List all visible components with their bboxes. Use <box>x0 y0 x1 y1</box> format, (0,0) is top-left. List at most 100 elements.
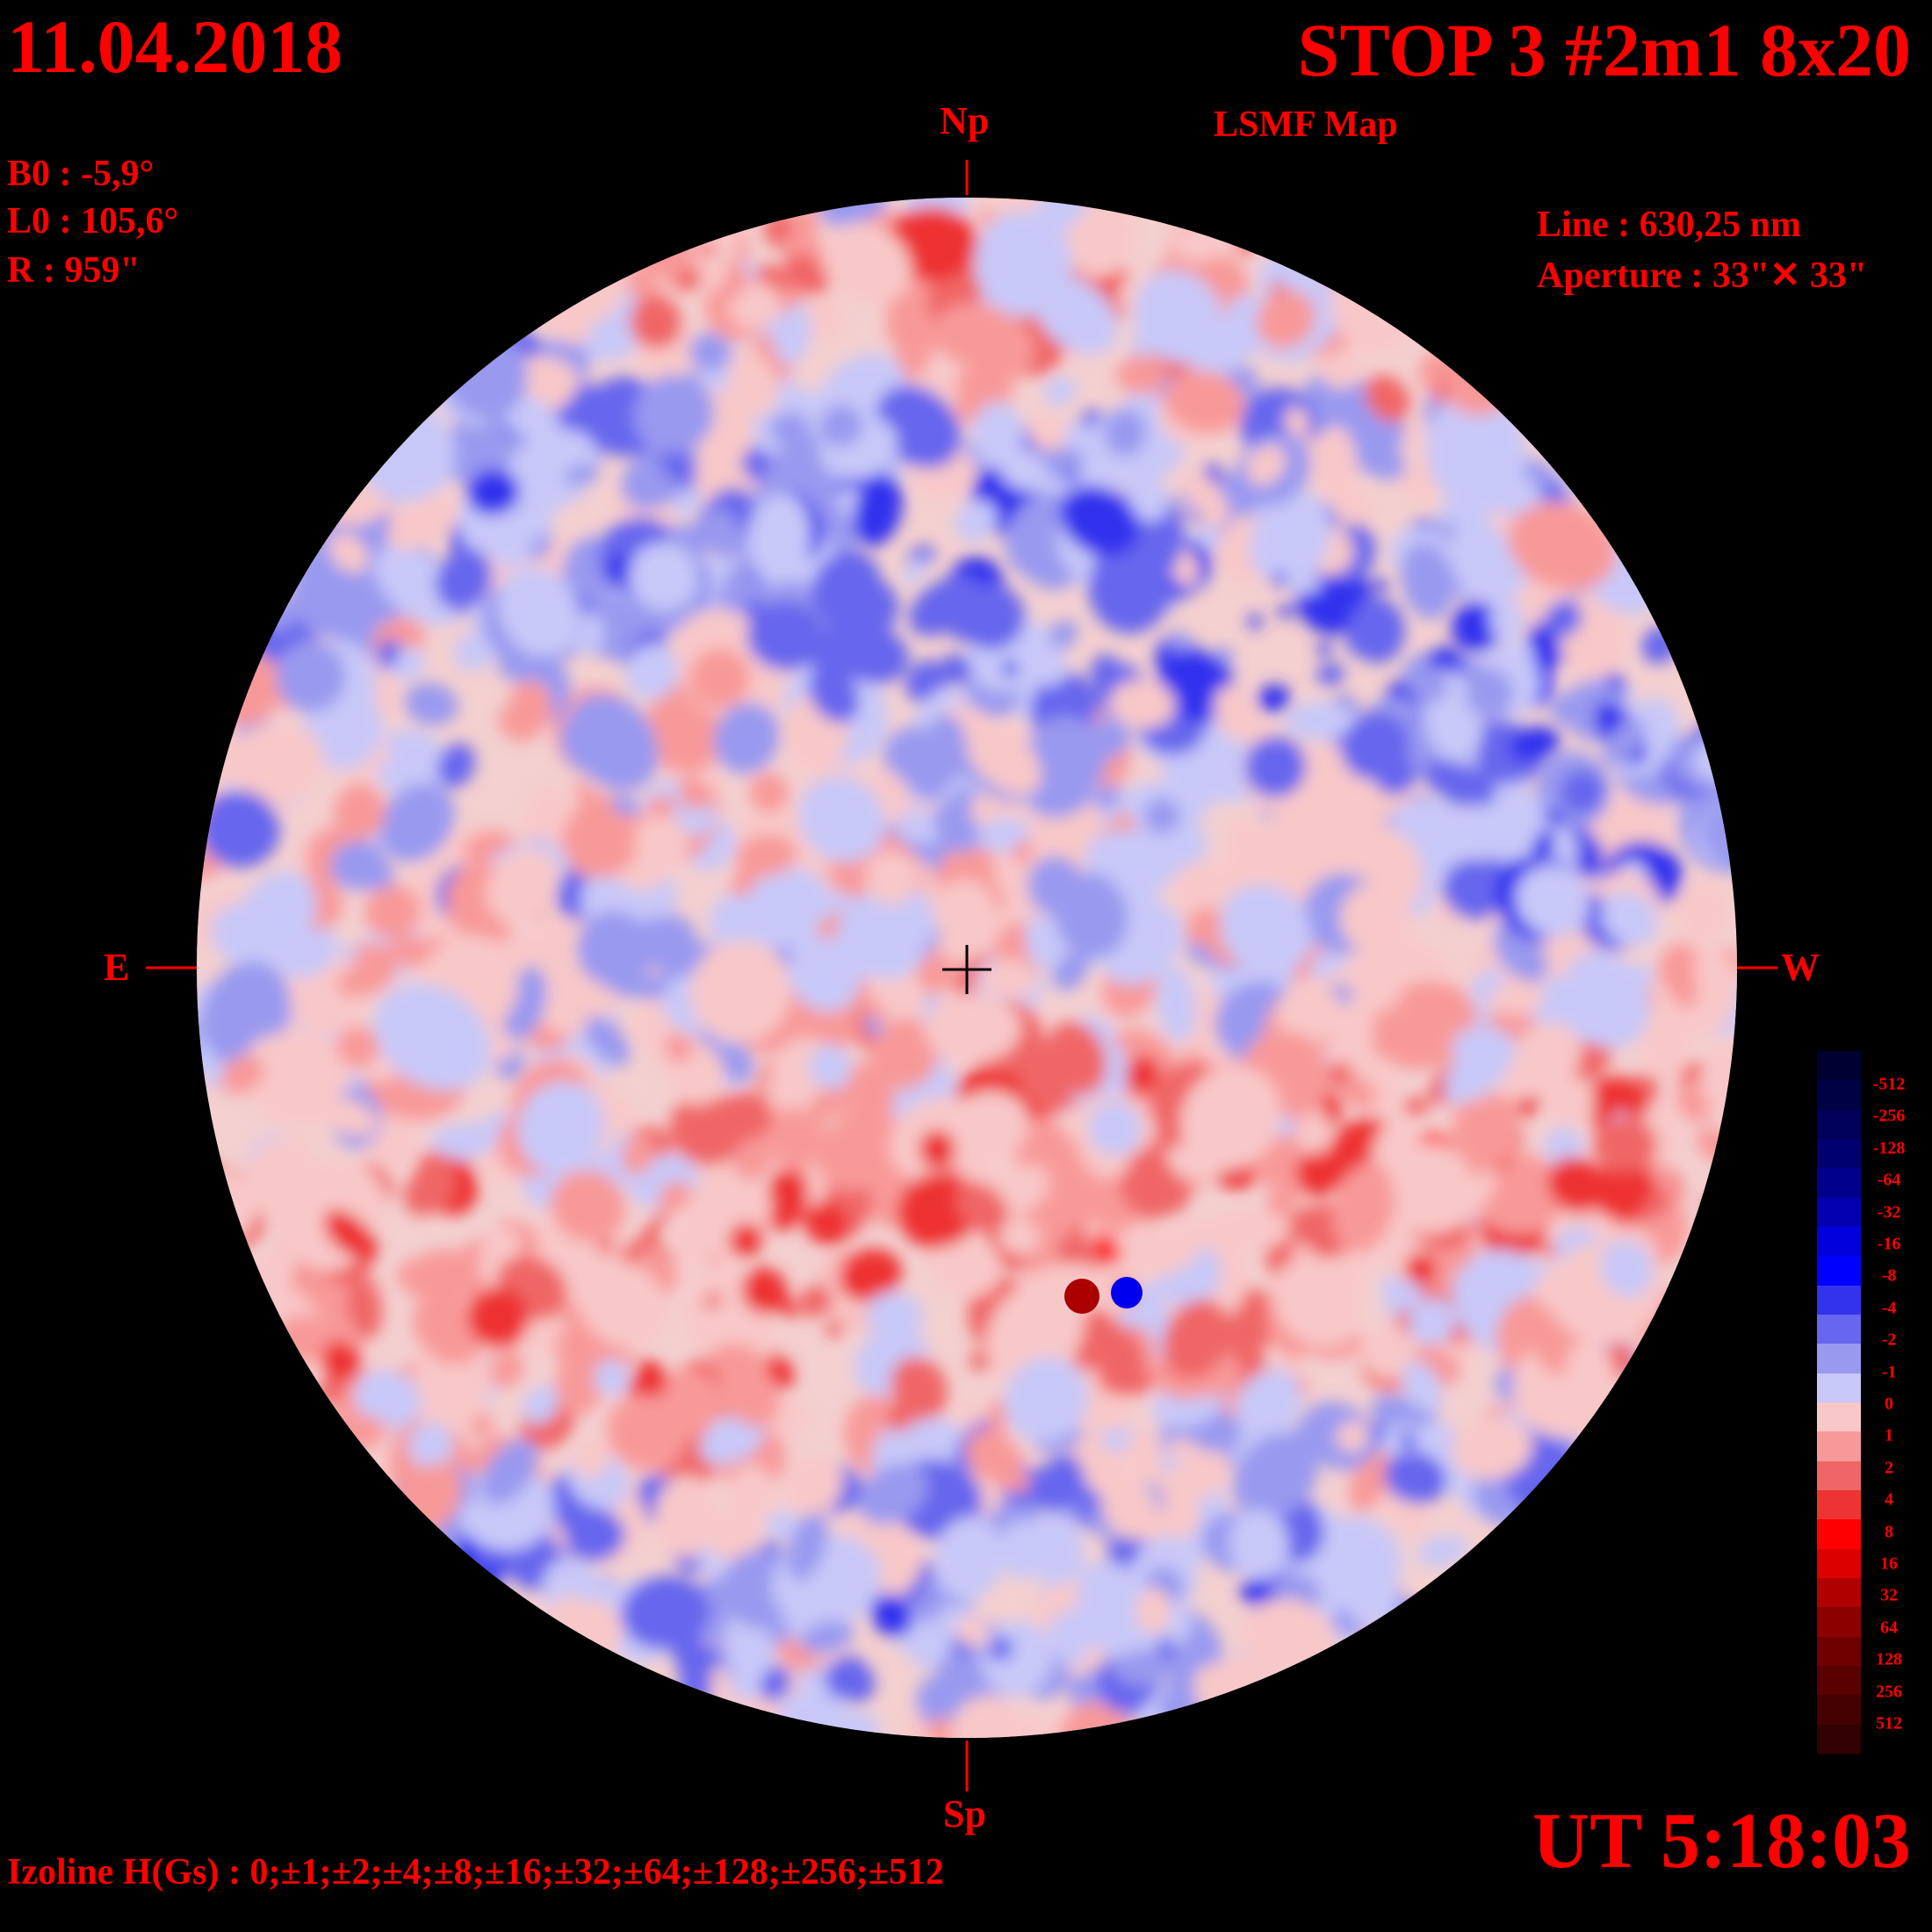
color-scale-label: 8 <box>1885 1522 1893 1542</box>
field-blob <box>1402 1096 1430 1116</box>
field-blob <box>710 1092 774 1142</box>
field-blob <box>924 994 1021 1063</box>
field-blob <box>1246 443 1287 486</box>
field-blob <box>654 1475 717 1558</box>
field-blob <box>1172 777 1218 820</box>
color-scale-swatch <box>1817 1519 1861 1549</box>
field-blob <box>377 638 400 670</box>
field-blob <box>1059 1701 1136 1738</box>
field-blob <box>696 433 741 502</box>
magnetic-field-pattern <box>197 198 1737 1738</box>
field-blob <box>554 1362 602 1415</box>
field-blob <box>523 1386 559 1424</box>
field-blob <box>1451 1417 1533 1480</box>
color-scale-label: 64 <box>1880 1618 1898 1638</box>
color-scale-swatch <box>1817 1460 1861 1490</box>
field-blob <box>558 1182 604 1233</box>
field-blob <box>1186 907 1227 947</box>
b0-value: B0 : -5,9° <box>7 154 155 194</box>
field-blob <box>913 742 959 801</box>
field-blob <box>1321 350 1362 390</box>
field-blob <box>699 1413 766 1465</box>
field-blob <box>1013 1720 1059 1738</box>
field-blob <box>1043 377 1077 406</box>
field-blob <box>766 1352 794 1390</box>
field-blob <box>371 729 451 799</box>
field-blob <box>1489 600 1524 642</box>
field-blob <box>1345 629 1375 657</box>
field-blob <box>1366 977 1400 1010</box>
field-blob <box>606 972 648 998</box>
field-blob <box>909 1631 947 1669</box>
field-blob <box>1256 290 1316 349</box>
field-blob <box>969 1350 992 1372</box>
field-blob <box>903 557 927 585</box>
color-scale-label: -1 <box>1881 1362 1897 1382</box>
color-scale-label: 256 <box>1876 1682 1902 1702</box>
field-blob <box>987 1636 1013 1662</box>
field-blob <box>727 350 779 416</box>
field-blob <box>628 1373 654 1402</box>
field-blob <box>1156 1178 1190 1214</box>
color-scale-label: 0 <box>1885 1394 1893 1414</box>
field-blob <box>1384 1452 1447 1504</box>
field-blob <box>853 473 903 546</box>
color-scale-swatch <box>1817 1109 1861 1139</box>
color-scale-label: 2 <box>1885 1458 1893 1478</box>
field-blob <box>724 1367 781 1427</box>
field-blob <box>808 664 860 724</box>
field-blob <box>1133 270 1222 363</box>
field-blob <box>1279 604 1293 619</box>
field-blob <box>564 1511 625 1562</box>
field-blob <box>468 1412 494 1437</box>
color-scale-label: -64 <box>1877 1170 1901 1190</box>
field-blob <box>1144 797 1180 834</box>
color-scale-swatch <box>1817 1080 1861 1110</box>
field-blob <box>950 1695 1023 1738</box>
field-blob <box>1270 281 1286 296</box>
field-blob <box>1098 1366 1153 1396</box>
field-blob <box>1045 1021 1107 1096</box>
field-blob <box>436 743 475 788</box>
field-blob <box>915 948 955 993</box>
field-blob <box>630 296 682 350</box>
field-blob <box>811 550 882 628</box>
field-blob <box>606 916 696 972</box>
field-blob <box>1658 942 1697 987</box>
field-blob <box>1272 1255 1364 1347</box>
field-blob <box>1063 470 1080 485</box>
field-blob <box>800 297 845 339</box>
south-pole-label: Sp <box>943 1792 986 1835</box>
field-blob <box>1049 1611 1091 1665</box>
field-blob <box>328 532 369 573</box>
field-blob <box>436 548 493 610</box>
field-blob <box>1560 769 1604 814</box>
field-blob <box>1417 1535 1468 1567</box>
field-blob <box>728 1222 764 1258</box>
field-blob <box>769 412 811 447</box>
field-blob <box>1036 198 1085 230</box>
color-scale-label: -8 <box>1881 1265 1897 1286</box>
color-scale-swatch <box>1817 1489 1861 1520</box>
field-blob <box>1118 275 1140 308</box>
field-blob <box>798 775 886 862</box>
field-blob <box>797 1285 833 1317</box>
field-blob <box>984 1460 1030 1492</box>
field-blob <box>737 1186 772 1225</box>
field-blob <box>1372 981 1477 1070</box>
color-scale-label: -256 <box>1872 1106 1906 1126</box>
field-blob <box>1401 542 1454 620</box>
field-blob <box>599 1240 614 1255</box>
field-blob <box>678 776 710 811</box>
field-blob <box>1003 1357 1088 1443</box>
field-blob <box>1156 966 1197 1042</box>
field-blob <box>270 1166 324 1259</box>
field-blob <box>1317 642 1332 657</box>
field-blob <box>1164 370 1245 434</box>
field-blob <box>838 1248 902 1302</box>
field-blob <box>610 795 640 816</box>
field-blob <box>486 848 560 923</box>
isoline-levels: Izoline H(Gs) : 0;±1;±2;±4;±8;±16;±32;±6… <box>7 1852 944 1892</box>
field-blob <box>1109 679 1176 729</box>
color-scale-label: -4 <box>1881 1298 1897 1318</box>
